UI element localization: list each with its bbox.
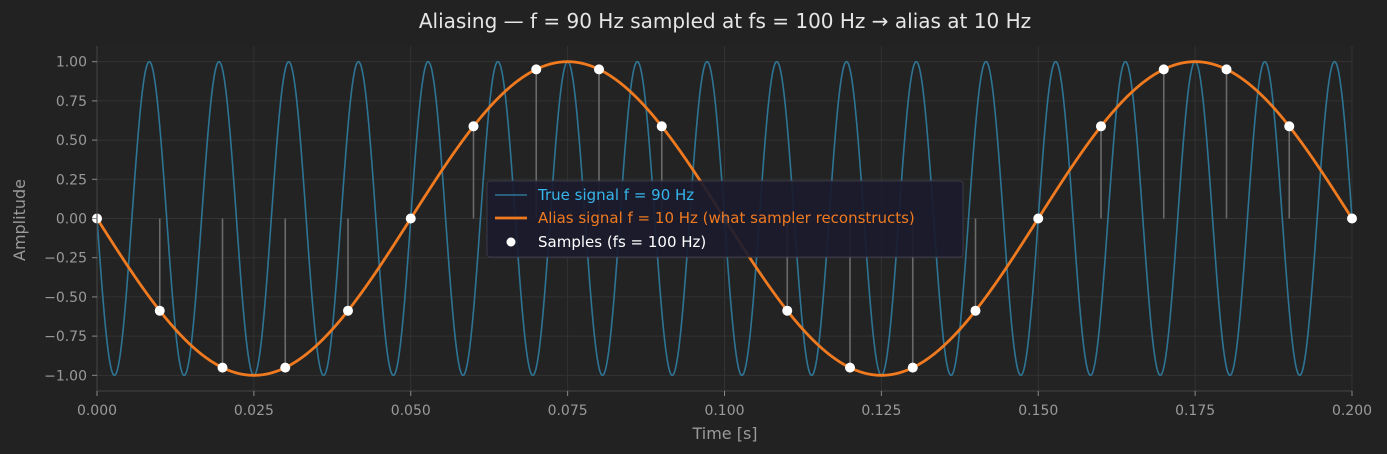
sample-point [1347, 213, 1357, 224]
legend-box [486, 180, 964, 258]
sample-point [1096, 121, 1106, 132]
sample-point [154, 305, 165, 316]
legend-samples-label: Samples (fs = 100 Hz) [538, 233, 706, 251]
y-tick-label: 0.00 [56, 212, 87, 228]
y-tick-label: 0.50 [56, 133, 87, 149]
x-tick-label: 0.150 [1018, 403, 1058, 419]
x-tick-label: 0.125 [861, 403, 901, 419]
y-tick-label: −0.50 [44, 290, 87, 306]
x-tick-label: 0.075 [548, 403, 588, 419]
sample-point [217, 362, 228, 373]
y-tick-label: 0.75 [56, 94, 87, 110]
legend: True signal f = 90 Hz Alias signal f = 1… [486, 180, 964, 258]
sample-point [845, 362, 855, 373]
sample-point [468, 121, 479, 132]
x-axis-ticks: 0.000 0.025 0.050 0.075 0.100 0.125 0.150 0.175… [77, 391, 1372, 419]
chart-title: Aliasing — f = 90 Hz sampled at fs = 100… [419, 9, 1031, 33]
y-axis-label: Amplitude [10, 179, 29, 261]
x-tick-label: 0.000 [77, 403, 117, 419]
sample-point [594, 64, 604, 75]
y-tick-label: 1.00 [56, 55, 87, 71]
sample-point [343, 305, 353, 316]
x-tick-label: 0.200 [1332, 403, 1372, 419]
sample-point [1158, 64, 1169, 75]
legend-alias-signal-label: Alias signal f = 10 Hz (what sampler rec… [538, 209, 915, 227]
sample-point [280, 362, 291, 373]
sample-point [531, 64, 542, 75]
x-axis-label: Time [s] [691, 424, 757, 443]
x-tick-label: 0.050 [391, 403, 431, 419]
sample-point [405, 213, 416, 224]
sample-point [1033, 213, 1044, 224]
x-tick-label: 0.175 [1175, 403, 1215, 419]
x-tick-label: 0.100 [704, 403, 744, 419]
sample-point [782, 305, 793, 316]
y-tick-label: −1.00 [44, 368, 87, 384]
y-tick-label: −0.25 [44, 251, 87, 267]
sample-point [970, 305, 981, 316]
y-tick-label: 0.25 [56, 172, 87, 188]
legend-true-signal-label: True signal f = 90 Hz [537, 186, 694, 204]
sample-point [907, 362, 918, 373]
sample-point [656, 121, 667, 132]
legend-samples-swatch [506, 237, 516, 247]
sample-point [1221, 64, 1232, 75]
sample-point [1284, 121, 1295, 132]
y-tick-label: −0.75 [44, 329, 87, 345]
y-axis-ticks: 1.00 0.75 0.50 0.25 0.00 −0.25 −0.50 −0.75 −1.00 [44, 55, 97, 384]
x-tick-label: 0.025 [234, 403, 274, 419]
